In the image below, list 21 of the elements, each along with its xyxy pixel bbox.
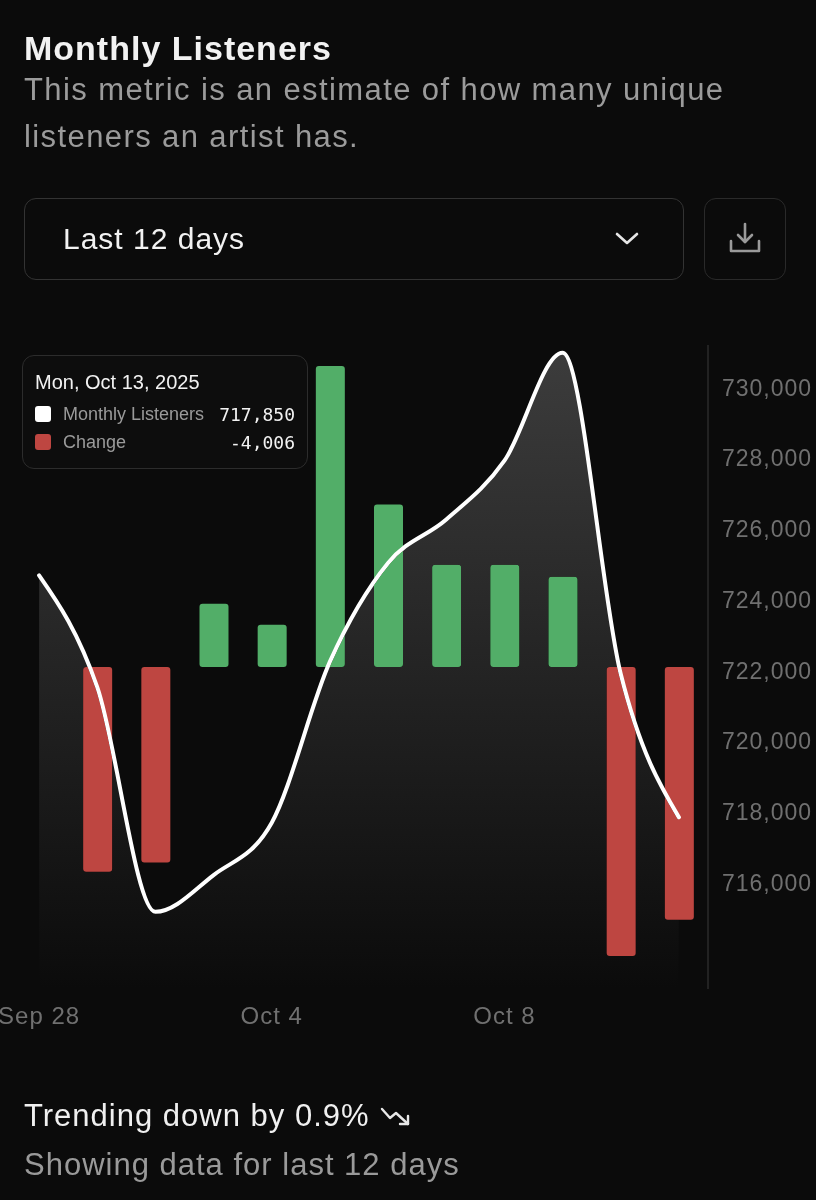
x-tick-label: Oct 8 — [473, 1002, 536, 1030]
annotation: Mon, Oct 13, 2025 — [35, 370, 200, 395]
y-tick-label: 718,000 — [722, 799, 813, 826]
chart-subtitle: This metric is an estimate of how many unique listeners an artist has. — [24, 71, 726, 156]
x-tick-label: Sep 28 — [0, 1002, 81, 1030]
y-tick-label: 716,000 — [722, 870, 813, 897]
x-tick-label: Oct 4 — [240, 1002, 303, 1030]
y-tick-label: 722,000 — [722, 657, 813, 684]
y-tick-label: 728,000 — [722, 445, 813, 472]
y-tick-label: 730,000 — [722, 374, 813, 401]
y-tick-label: 720,000 — [722, 728, 813, 755]
dropdown-field: Last 12 days — [24, 198, 684, 280]
legend-label: Monthly Listeners — [63, 403, 205, 425]
text: Trending down by 0.9% — [24, 1098, 370, 1134]
legend-label: Change — [63, 431, 127, 453]
y-tick-label: 724,000 — [722, 586, 813, 613]
annotation: -4,006 — [229, 431, 295, 453]
y-tick-label: 726,000 — [722, 516, 813, 543]
text: Showing data for last 12 days — [24, 1146, 460, 1184]
annotation: 717,850 — [219, 403, 295, 425]
chart-title: Monthly Listeners — [24, 28, 332, 69]
